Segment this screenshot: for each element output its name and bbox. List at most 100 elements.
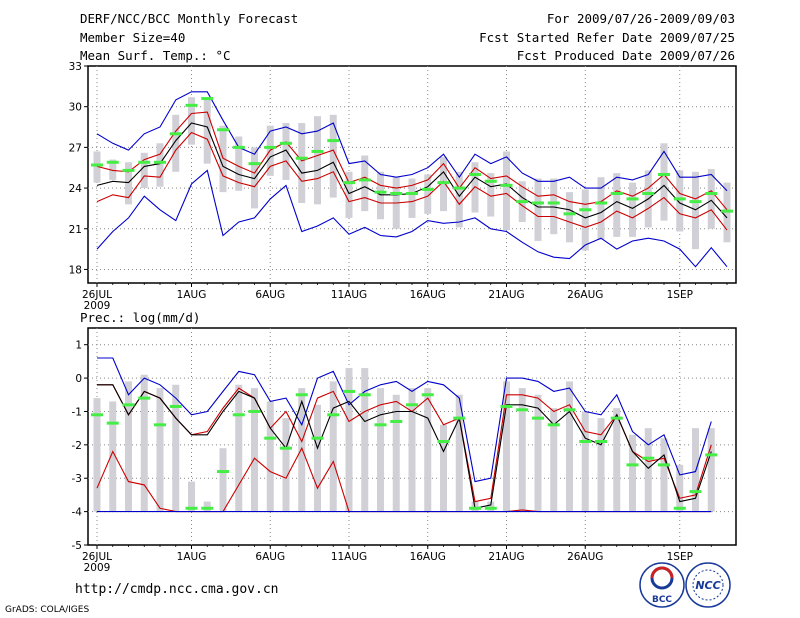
temp-panel-label: Mean Surf. Temp.: °C [80, 48, 231, 63]
prec-ytick-label: 0 [75, 373, 82, 385]
temp-ensemble-marker [484, 179, 497, 183]
prec-ensemble-marker [280, 446, 292, 450]
temp-spread-bar [629, 182, 636, 237]
temp-spread-bar [581, 189, 589, 251]
forecast-period: For 2009/07/26-2009/09/03 [546, 11, 735, 26]
prec-spread-bar [140, 374, 148, 512]
prec-ensemble-marker [264, 436, 277, 440]
prec-ensemble-marker [311, 436, 324, 440]
prec-spread-bar [440, 424, 447, 512]
prec-ensemble-marker [374, 423, 387, 427]
prec-ensemble-marker [673, 506, 686, 510]
prec-spread-bar [282, 418, 290, 512]
prec-ensemble-marker [138, 396, 151, 400]
prec-panel-label: Prec.: log(mm/d) [80, 310, 201, 325]
temp-ensemble-marker [437, 181, 450, 185]
prec-ensemble-marker [532, 416, 544, 420]
prec-ensemble-marker [642, 456, 655, 460]
temp-spread-bar [550, 178, 558, 235]
temp-series-min [96, 169, 728, 268]
prec-spread-bar [644, 428, 652, 512]
temp-spread-bar [235, 136, 243, 191]
prec-xtick-label: 1SEP [667, 551, 693, 563]
prec-spread-bar [188, 481, 195, 512]
temp-ensemble-marker [264, 145, 277, 149]
temp-xtick-label: 26AUG [567, 289, 603, 301]
temp-ensemble-marker [705, 191, 718, 195]
prec-ensemble-marker [579, 440, 592, 444]
temp-ensemble-marker [626, 197, 639, 201]
prec-ensemble-marker [500, 404, 513, 408]
prec-xtick-label: 26AUG [567, 551, 603, 563]
prec-spread-bar [203, 501, 211, 512]
temp-ytick-label: 21 [69, 224, 82, 236]
temp-ensemble-marker [579, 208, 592, 212]
prec-series-max [97, 357, 712, 483]
prec-ensemble-marker [469, 506, 481, 510]
prec-series-mean [97, 384, 712, 509]
prec-xtick-sublabel: 2009 [84, 562, 111, 574]
prec-ensemble-marker [169, 404, 182, 408]
prec-ensemble-marker [421, 393, 434, 397]
prec-ensemble-marker [610, 416, 623, 420]
temp-spread-bar [597, 177, 605, 240]
prec-ensemble-marker [689, 490, 702, 494]
temp-ensemble-marker [169, 132, 182, 136]
temp-ensemble-marker [201, 97, 214, 101]
temp-ytick-label: 24 [69, 183, 83, 195]
temp-ensemble-marker [721, 209, 733, 213]
temp-spread-bar [203, 98, 211, 164]
prec-spread-bar [629, 434, 636, 512]
temp-spread-bar [282, 122, 290, 180]
temp-ensemble-marker [390, 191, 403, 195]
website-url[interactable]: http://cmdp.ncc.cma.gov.cn [75, 582, 279, 597]
prec-spread-bar [707, 428, 715, 512]
prec-ensemble-marker [232, 413, 245, 417]
temp-spread-bar [156, 143, 164, 187]
temp-spread-bar [676, 170, 684, 232]
temp-ensemble-marker [295, 156, 308, 160]
chart-title: DERF/NCC/BCC Monthly Forecast [80, 11, 299, 26]
prec-ensemble-marker [658, 463, 670, 467]
temp-ensemble-marker [500, 183, 513, 187]
temp-ytick-label: 33 [69, 61, 82, 73]
member-size: Member Size=40 [80, 30, 186, 45]
prec-spread-bar [660, 438, 668, 512]
prec-ensemble-marker [154, 423, 166, 427]
temp-spread-bar [329, 114, 337, 198]
temp-xtick-label: 1SEP [667, 289, 693, 301]
prec-ytick-label: -3 [72, 473, 82, 485]
temp-spread-bar [707, 169, 715, 229]
prec-spread-bar [125, 381, 132, 512]
prec-ensemble-marker [595, 440, 607, 444]
prec-xtick-label: 11AUG [331, 551, 367, 563]
prec-spread-bar [613, 408, 621, 512]
grads-credit: GrADS: COLA/IGES [5, 605, 90, 615]
temp-spread-bar [93, 151, 101, 183]
prec-ensemble-marker [295, 393, 308, 397]
temp-ensemble-marker [248, 162, 261, 166]
temp-xtick-label: 26JUL [82, 289, 112, 301]
temp-series-lower [96, 131, 728, 231]
temp-spread-bar [345, 171, 353, 218]
prec-ensemble-marker [484, 506, 497, 510]
prec-ensemble-marker [185, 506, 198, 510]
temp-ensemble-marker [154, 160, 166, 164]
prec-xtick-label: 21AUG [488, 551, 524, 563]
temp-ensemble-marker [453, 186, 466, 190]
prec-spread-bar [566, 381, 573, 512]
temp-ensemble-marker [642, 191, 655, 195]
prec-ensemble-marker [437, 440, 450, 444]
temp-ensemble-marker [547, 201, 560, 205]
temp-ensemble-marker [327, 139, 340, 143]
prec-xtick-label: 1AUG [177, 551, 207, 563]
temp-spread-bar [487, 173, 495, 217]
temp-ensemble-marker [658, 173, 670, 176]
temp-spread-bar [692, 171, 699, 250]
prec-xtick-label: 16AUG [410, 551, 446, 563]
prec-spread-bar [597, 418, 605, 512]
prec-ytick-label: 1 [75, 340, 82, 352]
forecast-start-date: Fcst Started Refer Date 2009/07/25 [479, 30, 735, 45]
temp-ensemble-marker [185, 103, 198, 107]
temp-ytick-label: 30 [69, 102, 82, 114]
